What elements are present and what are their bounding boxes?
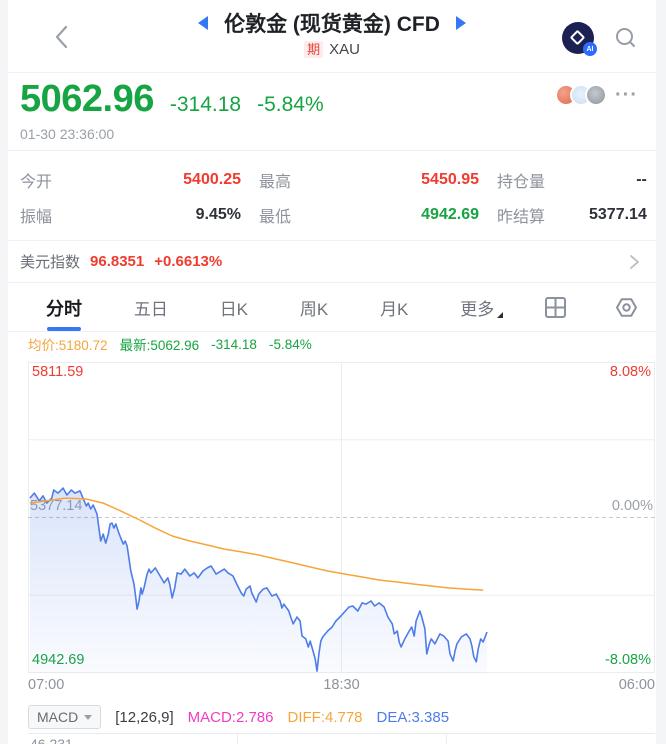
stat-label: 昨结算 (497, 208, 546, 226)
x-label-end: 06:00 (618, 677, 655, 693)
y-label-pct-low: -8.08% (605, 652, 651, 668)
usd-index-value: 96.8351 (90, 253, 145, 270)
quote-page: 伦敦金 (现货黄金) CFD 期 XAU AI 5062.96 -314.18 … (8, 0, 656, 744)
usd-index-change: +0.6613% (154, 253, 223, 270)
stat-label: 今开 (20, 173, 53, 191)
more-ellipsis-icon[interactable]: ··· (615, 84, 638, 106)
symbol-code: XAU (329, 41, 360, 58)
back-icon[interactable] (52, 24, 72, 50)
stat-label: 振幅 (20, 208, 53, 226)
next-instrument-icon[interactable] (455, 16, 466, 30)
price-area-fill (29, 488, 488, 673)
divider (8, 282, 656, 283)
stat-value-low: 4942.69 (421, 205, 479, 223)
y-label-high: 5811.59 (32, 364, 84, 380)
divider (8, 72, 656, 73)
macd-value: MACD:2.786 (187, 708, 274, 726)
indicator-params: [12,26,9] (115, 708, 174, 726)
chevron-right-icon (630, 254, 639, 269)
latest-change-legend: -314.18 (211, 336, 257, 352)
tab-monthly-k[interactable]: 月K (380, 300, 409, 319)
x-label-start: 07:00 (28, 677, 65, 693)
usd-index-label: 美元指数 (20, 254, 81, 271)
chart-legend: 均价:5180.72 最新:5062.96 -314.18 -5.84% (28, 333, 655, 355)
gridline-v (237, 734, 238, 744)
x-axis-labels: 07:00 18:30 06:00 (28, 677, 655, 697)
indicator-selector[interactable]: MACD (28, 705, 102, 729)
period-tabs: 分时 五日 日K 周K 月K 更多 (8, 283, 656, 332)
tab-weekly-k[interactable]: 周K (299, 300, 329, 319)
stat-label: 持仓量 (497, 173, 546, 191)
stat-value-prev-settle: 5377.14 (589, 205, 647, 223)
stat-value-open: 5400.25 (183, 170, 241, 188)
usd-index-row[interactable]: 美元指数 96.8351 +0.6613% (8, 240, 656, 283)
tab-daily-k[interactable]: 日K (219, 300, 249, 319)
y-label-pct-zero: 0.00% (611, 498, 653, 514)
avg-price-legend: 均价:5180.72 (28, 338, 108, 353)
macd-pane[interactable]: 46.231 (28, 733, 655, 744)
header: 伦敦金 (现货黄金) CFD 期 XAU AI (8, 0, 656, 72)
ai-assistant-logo-icon[interactable]: AI (562, 22, 597, 56)
stat-label: 最高 (259, 173, 292, 191)
macd-scale-top: 46.231 (30, 736, 73, 744)
latest-pct-legend: -5.84% (268, 336, 312, 352)
page-title: 伦敦金 (现货黄金) CFD (224, 13, 440, 36)
intraday-chart: 5811.59 8.08% 5377.14 0.00% 4942.69 -8.0… (28, 356, 655, 674)
futures-badge: 期 (304, 41, 324, 58)
avg-price-line (29, 497, 484, 591)
prev-instrument-icon[interactable] (198, 16, 209, 30)
tab-minute[interactable]: 分时 (44, 287, 84, 329)
price-change-pct: -5.84% (257, 93, 324, 116)
title-block: 伦敦金 (现货黄金) CFD 期 XAU (8, 8, 656, 58)
quote-timestamp: 01-30 23:36:00 (20, 126, 115, 142)
tab-five-day[interactable]: 五日 (133, 300, 168, 319)
price-change: -314.18 (169, 93, 242, 116)
dea-value: DEA:3.385 (376, 708, 450, 726)
settings-gear-icon[interactable] (615, 296, 638, 319)
stat-value-high: 5450.95 (421, 170, 479, 188)
divider (8, 150, 656, 151)
stat-value-amplitude: 9.45% (195, 205, 241, 223)
divider (8, 331, 656, 332)
last-price: 5062.96 (20, 78, 154, 120)
diff-value: DIFF:4.778 (287, 708, 363, 726)
search-icon[interactable] (614, 26, 638, 50)
tab-more[interactable]: 更多 (458, 287, 504, 328)
divider (8, 240, 656, 241)
ai-badge: AI (583, 42, 597, 56)
y-label-pct-high: 8.08% (609, 364, 651, 380)
chart-svg[interactable] (28, 362, 655, 673)
quote-section: 5062.96 -314.18 -5.84% 01-30 23:36:00 ··… (8, 72, 656, 150)
x-label-mid: 18:30 (323, 677, 360, 693)
diamond-glyph (569, 29, 586, 46)
grid-layout-icon[interactable] (544, 296, 567, 319)
stat-value-open-interest: -- (636, 170, 647, 188)
price-line (29, 487, 488, 672)
latest-price-legend: 最新:5062.96 (119, 338, 200, 353)
indicator-bar: MACD [12,26,9] MACD:2.786 DIFF:4.778 DEA… (28, 703, 655, 731)
stats-grid: 今开 5400.25 最高 5450.95 持仓量 -- 振幅 9.45% 最低… (8, 150, 656, 240)
caret-down-icon (84, 714, 93, 720)
stat-label: 最低 (259, 208, 292, 226)
dropdown-corner-icon (497, 312, 504, 318)
gridline-v (446, 734, 447, 744)
avatar (585, 84, 608, 106)
social-avatars[interactable]: ··· (555, 84, 638, 106)
